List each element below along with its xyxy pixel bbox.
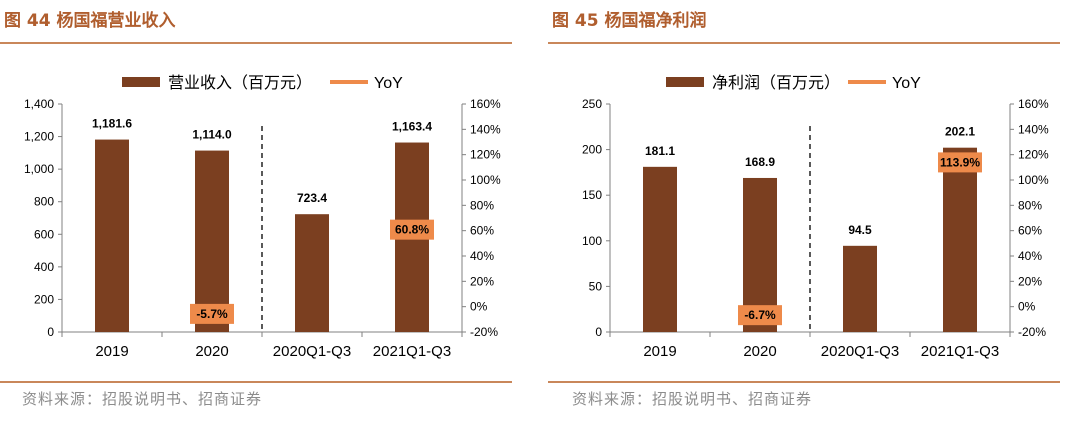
yoy-marker [738,305,782,326]
y-tick-label-left: 1,200 [24,130,54,144]
legend-label-bar: 净利润（百万元） [712,74,840,92]
y-tick-label-left: 400 [34,260,54,274]
y-tick-label-right: 80% [470,198,494,212]
x-tick-label: 2020Q1-Q3 [821,343,899,360]
y-tick-label-right: -20% [1018,325,1046,339]
source-divider-left [0,381,512,383]
y-tick-label-left: 1,000 [24,162,54,176]
y-tick-label-left: 0 [47,325,54,339]
legend-swatch-bar [122,77,160,87]
source-divider-right [548,381,1060,383]
chart-title-net-profit: 图 45 杨国福净利润 [552,11,707,31]
bar-value-label: 1,114.0 [192,128,232,142]
bar-value-label: 181.1 [645,144,675,158]
y-tick-label-left: 200 [582,143,602,157]
y-tick-label-right: 140% [470,122,501,136]
y-tick-label-right: 80% [1018,198,1042,212]
title-divider-left [0,42,512,44]
bar-2021Q1-Q3 [943,147,977,332]
yoy-marker [938,152,982,173]
y-tick-label-right: 20% [470,274,494,288]
x-tick-label: 2020Q1-Q3 [273,343,351,360]
bar-2020Q1-Q3 [295,214,329,332]
y-tick-label-right: 140% [1018,122,1049,136]
bar-2019 [643,166,677,332]
y-tick-label-right: 0% [470,300,488,314]
x-tick-label: 2020 [195,343,228,360]
source-note-right: 资料来源：招股说明书、招商证券 [572,390,813,408]
y-tick-label-left: 250 [582,97,602,111]
legend-label-bar: 营业收入（百万元） [168,74,312,92]
y-tick-label-right: 160% [470,97,501,111]
bar-value-label: 168.9 [745,155,775,169]
y-tick-label-right: 60% [470,224,494,238]
y-tick-label-left: 0 [595,325,602,339]
bar-value-label: 723.4 [297,191,327,205]
legend-swatch-yoy [848,80,886,84]
title-divider-right [548,42,1060,44]
y-tick-label-right: 100% [1018,173,1049,187]
legend-label-yoy: YoY [892,75,921,92]
revenue-chart: 0 200 400 600 800 1,000 1,200 1,400 -20% 0% 20% 40%… [24,74,501,360]
source-note-left: 资料来源：招股说明书、招商证券 [22,390,263,408]
y-tick-label-right: -20% [470,325,498,339]
y-tick-label-right: 60% [1018,224,1042,238]
yoy-value-label: -6.7% [744,308,776,322]
legend-swatch-yoy [330,80,368,84]
bar-value-label: 94.5 [848,223,872,237]
legend-label-yoy: YoY [374,75,403,92]
bar-2019 [95,139,129,332]
y-tick-label-right: 120% [470,148,501,162]
y-tick-label-left: 100 [582,234,602,248]
y-tick-label-right: 40% [470,249,494,263]
yoy-marker [190,303,234,324]
yoy-value-label: -5.7% [196,307,228,321]
y-tick-label-left: 600 [34,227,54,241]
bar-2020 [195,150,229,332]
yoy-value-label: 60.8% [395,223,429,237]
y-tick-label-right: 160% [1018,97,1049,111]
y-tick-label-right: 0% [1018,300,1036,314]
chart-title-revenue: 图 44 杨国福营业收入 [4,11,176,31]
y-tick-label-left: 1,400 [24,97,54,111]
bar-value-label: 1,181.6 [92,117,132,131]
y-tick-label-right: 40% [1018,249,1042,263]
y-tick-label-left: 800 [34,195,54,209]
bar-value-label: 1,163.4 [392,120,432,134]
bar-2020Q1-Q3 [843,245,877,332]
bar-value-label: 202.1 [945,125,975,139]
net-profit-chart: 0 50 100 150 200 250 -20% 0% 20% 40% 60% 80% 100% 120… [582,74,1049,360]
x-tick-label: 2019 [95,343,128,360]
y-tick-label-left: 50 [589,279,603,293]
x-tick-label: 2019 [643,343,676,360]
yoy-value-label: 113.9% [940,155,980,169]
y-tick-label-right: 120% [1018,148,1049,162]
y-tick-label-left: 150 [582,188,602,202]
x-tick-label: 2021Q1-Q3 [373,343,451,360]
x-tick-label: 2021Q1-Q3 [921,343,999,360]
yoy-marker [390,219,434,240]
x-tick-label: 2020 [743,343,776,360]
y-tick-label-right: 100% [470,173,501,187]
y-tick-label-left: 200 [34,292,54,306]
y-tick-label-right: 20% [1018,274,1042,288]
legend-swatch-bar [666,77,704,87]
